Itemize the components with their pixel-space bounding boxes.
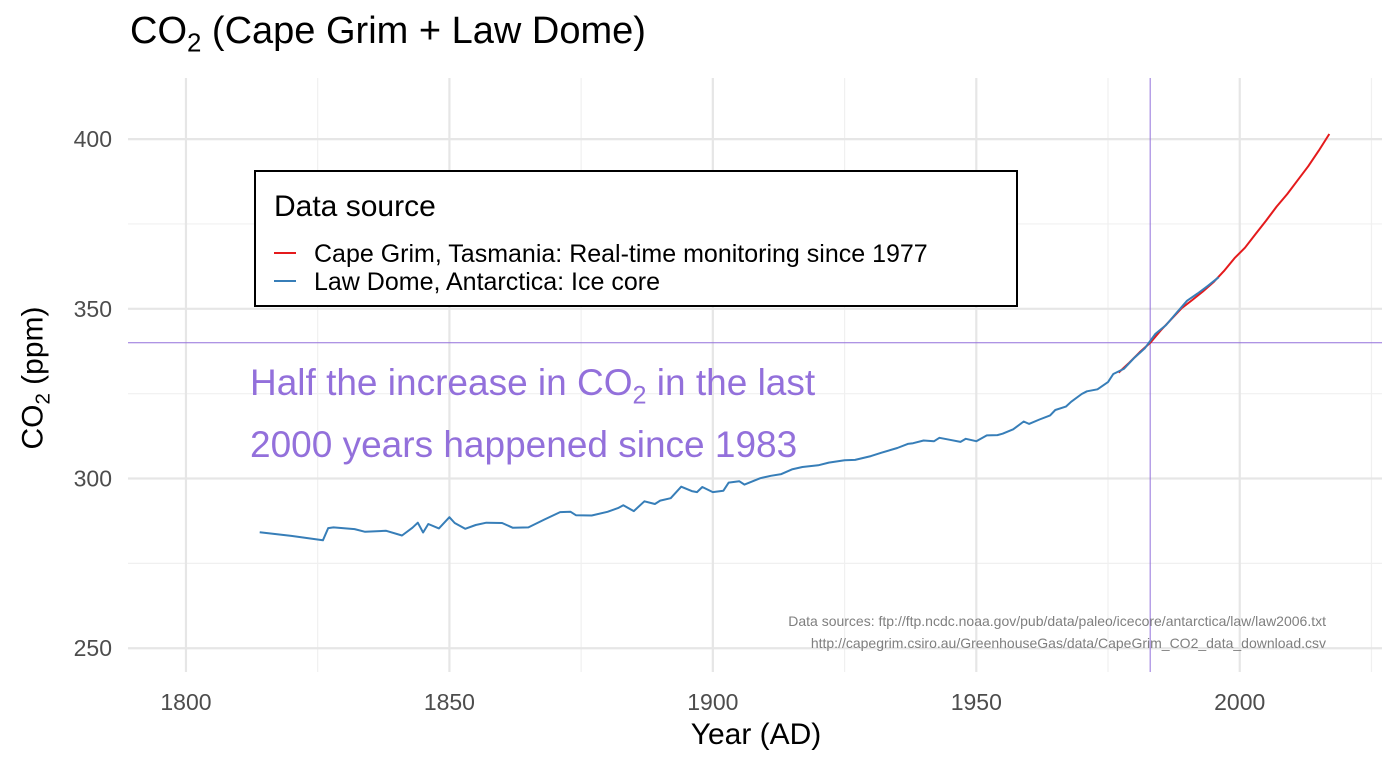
legend: Data source Cape Grim, Tasmania: Real-ti…	[254, 170, 1018, 307]
legend-item-law-dome: Law Dome, Antarctica: Ice core	[274, 268, 660, 297]
annotation-line-1: Half the increase in CO2 in the last	[250, 358, 815, 420]
data-sources-caption: Data sources: ftp://ftp.ncdc.noaa.gov/pu…	[788, 610, 1326, 654]
legend-title: Data source	[274, 190, 436, 223]
ylabel-subscript: 2	[32, 393, 55, 405]
caption-line-1: Data sources: ftp://ftp.ncdc.noaa.gov/pu…	[788, 613, 1326, 629]
annotation-line-1-post: in the last	[646, 362, 816, 403]
title-subscript: 2	[187, 29, 202, 58]
x-tick-label: 1850	[424, 689, 475, 715]
reference-lines	[128, 78, 1382, 672]
legend-key-cape-grim	[274, 252, 296, 255]
x-axis-label: Year (AD)	[690, 718, 822, 751]
series-line-cape-grim	[1117, 133, 1331, 374]
annotation-subscript: 2	[632, 381, 647, 410]
legend-item-cape-grim: Cape Grim, Tasmania: Real-time monitorin…	[274, 240, 928, 269]
annotation-line-2: 2000 years happened since 1983	[250, 424, 798, 466]
series-line-law-dome	[259, 276, 1220, 542]
y-axis-label: CO2 (ppm)	[17, 306, 56, 449]
legend-key-law-dome	[274, 280, 296, 283]
x-tick-label: 1800	[160, 689, 211, 715]
ylabel-rest: (ppm)	[16, 306, 50, 394]
legend-label-cape-grim: Cape Grim, Tasmania: Real-time monitorin…	[314, 240, 928, 268]
annotation-line-1-pre: Half the increase in CO	[250, 362, 633, 403]
y-tick-label: 400	[74, 126, 112, 152]
series-layer	[259, 133, 1331, 542]
ylabel-text: CO	[16, 404, 50, 450]
x-tick-label: 1950	[951, 689, 1002, 715]
y-tick-label: 300	[74, 466, 112, 492]
annotation-text: Half the increase in CO2 in the last 200…	[250, 358, 815, 470]
chart-title: CO2 (Cape Grim + Law Dome)	[130, 10, 646, 59]
caption-line-2: http://capegrim.csiro.au/GreenhouseGas/d…	[810, 635, 1326, 651]
title-text: CO	[130, 10, 187, 52]
legend-label-law-dome: Law Dome, Antarctica: Ice core	[314, 268, 660, 296]
x-tick-label: 1900	[687, 689, 738, 715]
y-tick-label: 250	[74, 635, 112, 661]
x-tick-label: 2000	[1214, 689, 1265, 715]
tick-labels: 1800 1850 1900 1950 2000 250 300 350 400	[74, 126, 1266, 715]
y-tick-label: 350	[74, 296, 112, 322]
title-rest: (Cape Grim + Law Dome)	[201, 10, 646, 52]
